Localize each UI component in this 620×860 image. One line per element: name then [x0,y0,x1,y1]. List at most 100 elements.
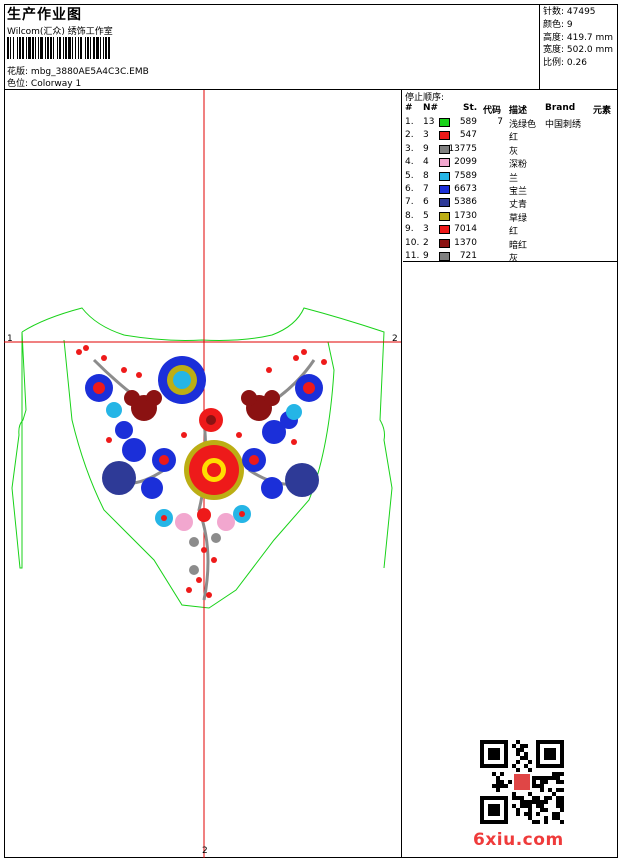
barcode-bar [26,37,27,59]
lower-flowers [155,505,251,575]
barcode-bar [21,37,22,59]
barcode-bar [82,37,85,59]
design-stats: 针数: 47495 颜色: 9 高度: 419.7 mm 宽度: 502.0 m… [541,4,617,89]
col-description: 描述 [509,106,528,116]
barcode-bar [68,37,71,59]
row-description: 浅绿色 [509,120,537,130]
row-needle: 7 [423,184,429,194]
embroidery-preview [4,90,401,858]
row-description: 深粉 [509,160,528,171]
row-description: 灰 [509,254,519,264]
barcode-bar [7,37,9,59]
barcode-bar [89,37,90,59]
col-brand: Brand [545,103,576,113]
barcode-bar [65,37,67,59]
row-stitches: 589 [459,117,477,127]
barcode-bar [34,37,35,59]
company-name: Wilcom(汇众) 绣饰工作室 [7,27,113,37]
barcode-bar [67,37,68,59]
stat-height: 高度: 419.7 mm [543,32,614,43]
barcode-bar [105,37,107,59]
row-stitches: 13775 [448,143,477,154]
barcode-bar [28,37,31,59]
design-canvas[interactable]: 1 2 2 [4,90,402,858]
barcode-bar [86,37,87,59]
row-index: 2. [405,130,414,141]
row-index: 8. [405,210,414,221]
row-stitches: 1730 [454,210,477,221]
barcode-bar [87,37,89,59]
row-needle: 9 [423,143,429,154]
barcode-bar [96,37,99,59]
barcode-bar [50,37,52,59]
barcode-bar [24,37,26,59]
barcode-bar [54,37,57,59]
barcode-bar [11,37,13,59]
color-swatch [439,131,450,141]
color-swatch [439,238,450,248]
barcode-bar [91,37,93,59]
barcode-bar [39,37,40,59]
stop-sequence-title: 停止顺序: [405,93,445,103]
barcode-bar [79,37,80,59]
col-needle: N# [423,103,439,113]
row-needle: 4 [423,157,429,168]
barcode-bar [18,37,19,59]
row-index: 10. [405,237,420,248]
row-index: 7. [405,197,414,208]
barcode-bar [32,37,34,59]
axis-marker-left: 1 [7,334,13,344]
garment-outline [11,307,393,609]
colorway-label: 色位: [7,79,29,89]
design-file-label: 花版: [7,67,29,77]
row-index: 5. [405,170,414,181]
row-stitches: 721 [459,251,477,261]
axis-marker-right: 2 [392,334,398,344]
watermark-logo: 6xiu.com [473,830,564,850]
row-description: 暗红 [509,240,528,251]
color-swatch [439,252,450,261]
row-index: 4. [405,157,414,168]
row-needle: 6 [423,197,429,208]
sequence-row: 10. 2 1370 暗红 [403,237,618,251]
barcode-bar [61,37,63,59]
color-swatch [439,171,450,181]
blue-flowers-right [242,374,323,499]
barcode-bar [27,37,28,59]
barcode-bar [36,37,38,59]
header: 生产作业图 Wilcom(汇众) 绣饰工作室 花版: mbg_3880AE5A4… [4,4,618,90]
color-swatch [439,185,450,194]
barcode-bar [53,37,54,59]
barcode-bar [59,37,61,59]
barcode-bar [71,37,72,59]
barcode-bar [90,37,91,59]
flower-top-center [158,356,206,404]
design-file-value: mbg_3880AE5A4C3C.EMB [30,67,149,77]
barcode-bar [46,37,47,59]
row-code: 7 [497,117,503,127]
barcode-bar [9,37,10,59]
barcode-bar [47,37,49,59]
row-needle: 9 [423,251,429,261]
color-swatch [439,158,450,168]
stat-scale: 比例: 0.26 [543,58,587,69]
barcode-bar [101,37,103,59]
color-swatch [439,225,450,235]
red-dots [76,345,327,598]
barcode-bar [43,37,45,59]
sequence-row: 5. 8 7589 兰 [403,170,618,184]
row-stitches: 7014 [454,224,477,235]
barcode-bar [108,37,110,59]
barcode-bar [95,37,96,59]
barcode-bar [13,37,14,59]
barcode-bar [10,37,11,59]
barcode-bar [104,37,105,59]
row-description: 丈青 [509,200,528,211]
flower-mid-red [199,408,223,432]
row-needle: 8 [423,170,429,181]
barcode-bar [80,37,82,59]
sequence-row: 8. 5 1730 草绿 [403,210,618,224]
barcode-bar [64,37,65,59]
row-stitches: 547 [459,130,477,141]
barcode-bar [100,37,101,59]
